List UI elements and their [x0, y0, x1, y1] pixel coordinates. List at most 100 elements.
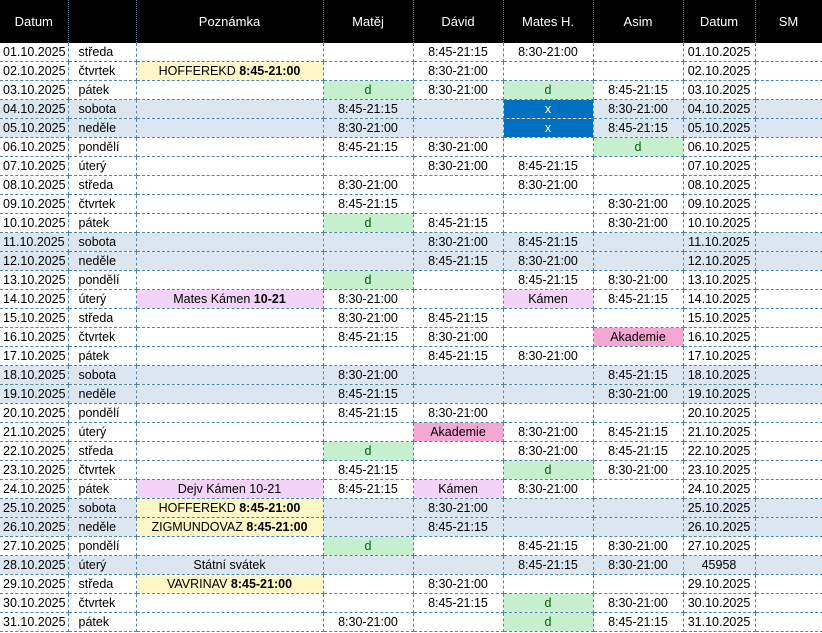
- date-cell[interactable]: 03.10.2025: [0, 80, 69, 100]
- matej-cell[interactable]: 8:30-21:00: [323, 308, 414, 328]
- day-cell[interactable]: středa: [68, 175, 137, 195]
- note-cell[interactable]: [136, 80, 324, 100]
- mates-cell[interactable]: [503, 517, 594, 537]
- note-cell[interactable]: [136, 99, 324, 119]
- date2-cell[interactable]: 19.10.2025: [683, 384, 756, 404]
- day-cell[interactable]: pátek: [68, 80, 137, 100]
- sm-cell[interactable]: [755, 536, 822, 556]
- day-cell[interactable]: neděle: [68, 517, 137, 537]
- sm-cell[interactable]: [755, 574, 822, 594]
- matej-cell[interactable]: [323, 61, 414, 81]
- note-cell[interactable]: [136, 327, 324, 347]
- date-cell[interactable]: 23.10.2025: [0, 460, 69, 480]
- mates-cell[interactable]: 8:30-21:00: [503, 43, 594, 62]
- matej-cell[interactable]: 8:30-21:00: [323, 118, 414, 138]
- date2-cell[interactable]: 08.10.2025: [683, 175, 756, 195]
- david-cell[interactable]: 8:45-21:15: [413, 593, 504, 613]
- david-cell[interactable]: 8:30-21:00: [413, 137, 504, 157]
- sm-cell[interactable]: [755, 479, 822, 499]
- day-cell[interactable]: čtvrtek: [68, 327, 137, 347]
- date2-cell[interactable]: 27.10.2025: [683, 536, 756, 556]
- sm-cell[interactable]: [755, 232, 822, 252]
- day-cell[interactable]: čtvrtek: [68, 460, 137, 480]
- date2-cell[interactable]: 11.10.2025: [683, 232, 756, 252]
- matej-cell[interactable]: 8:45-21:15: [323, 137, 414, 157]
- david-cell[interactable]: 8:30-21:00: [413, 232, 504, 252]
- note-cell[interactable]: [136, 593, 324, 613]
- day-cell[interactable]: pondělí: [68, 137, 137, 157]
- date-cell[interactable]: 17.10.2025: [0, 346, 69, 366]
- mates-cell[interactable]: [503, 213, 594, 233]
- asim-cell[interactable]: 8:30-21:00: [593, 460, 684, 480]
- date-cell[interactable]: 31.10.2025: [0, 612, 69, 632]
- matej-cell[interactable]: [323, 498, 414, 518]
- day-cell[interactable]: neděle: [68, 251, 137, 271]
- date-cell[interactable]: 10.10.2025: [0, 213, 69, 233]
- asim-cell[interactable]: [593, 346, 684, 366]
- asim-cell[interactable]: [593, 403, 684, 423]
- asim-cell[interactable]: [593, 43, 684, 62]
- date2-cell[interactable]: 01.10.2025: [683, 43, 756, 62]
- matej-cell[interactable]: 8:30-21:00: [323, 612, 414, 632]
- asim-cell[interactable]: 8:45-21:15: [593, 441, 684, 461]
- day-cell[interactable]: středa: [68, 574, 137, 594]
- note-cell[interactable]: [136, 270, 324, 290]
- header-day[interactable]: [68, 0, 137, 43]
- matej-cell[interactable]: 8:30-21:00: [323, 175, 414, 195]
- mates-cell[interactable]: [503, 365, 594, 385]
- date-cell[interactable]: 05.10.2025: [0, 118, 69, 138]
- day-cell[interactable]: pátek: [68, 213, 137, 233]
- asim-cell[interactable]: 8:45-21:15: [593, 365, 684, 385]
- david-cell[interactable]: [413, 99, 504, 119]
- day-cell[interactable]: úterý: [68, 555, 137, 575]
- date2-cell[interactable]: 09.10.2025: [683, 194, 756, 214]
- day-cell[interactable]: sobota: [68, 99, 137, 119]
- matej-cell[interactable]: [323, 517, 414, 537]
- david-cell[interactable]: 8:30-21:00: [413, 403, 504, 423]
- sm-cell[interactable]: [755, 80, 822, 100]
- mates-cell[interactable]: [503, 194, 594, 214]
- david-cell[interactable]: [413, 612, 504, 632]
- matej-cell[interactable]: 8:45-21:15: [323, 403, 414, 423]
- asim-cell[interactable]: 8:30-21:00: [593, 384, 684, 404]
- date2-cell[interactable]: 18.10.2025: [683, 365, 756, 385]
- note-cell[interactable]: [136, 232, 324, 252]
- mates-cell[interactable]: 8:30-21:00: [503, 479, 594, 499]
- asim-cell[interactable]: [593, 175, 684, 195]
- day-cell[interactable]: pátek: [68, 479, 137, 499]
- mates-cell[interactable]: [503, 498, 594, 518]
- asim-cell[interactable]: 8:45-21:15: [593, 80, 684, 100]
- date-cell[interactable]: 02.10.2025: [0, 61, 69, 81]
- sm-cell[interactable]: [755, 346, 822, 366]
- david-cell[interactable]: 8:30-21:00: [413, 156, 504, 176]
- david-cell[interactable]: 8:45-21:15: [413, 213, 504, 233]
- date-cell[interactable]: 28.10.2025: [0, 555, 69, 575]
- matej-cell[interactable]: [323, 555, 414, 575]
- date-cell[interactable]: 27.10.2025: [0, 536, 69, 556]
- matej-cell[interactable]: d: [323, 213, 414, 233]
- mates-cell[interactable]: [503, 308, 594, 328]
- date2-cell[interactable]: 13.10.2025: [683, 270, 756, 290]
- note-cell[interactable]: VAVRINAV 8:45-21:00: [136, 574, 324, 594]
- date-cell[interactable]: 04.10.2025: [0, 99, 69, 119]
- matej-cell[interactable]: [323, 251, 414, 271]
- sm-cell[interactable]: [755, 175, 822, 195]
- date2-cell[interactable]: 14.10.2025: [683, 289, 756, 309]
- matej-cell[interactable]: d: [323, 270, 414, 290]
- sm-cell[interactable]: [755, 99, 822, 119]
- david-cell[interactable]: 8:45-21:15: [413, 251, 504, 271]
- date2-cell[interactable]: 26.10.2025: [683, 517, 756, 537]
- sm-cell[interactable]: [755, 137, 822, 157]
- date2-cell[interactable]: 05.10.2025: [683, 118, 756, 138]
- date2-cell[interactable]: 20.10.2025: [683, 403, 756, 423]
- matej-cell[interactable]: 8:45-21:15: [323, 99, 414, 119]
- sm-cell[interactable]: [755, 555, 822, 575]
- david-cell[interactable]: 8:45-21:15: [413, 346, 504, 366]
- david-cell[interactable]: [413, 289, 504, 309]
- asim-cell[interactable]: 8:45-21:15: [593, 422, 684, 442]
- asim-cell[interactable]: [593, 479, 684, 499]
- sm-cell[interactable]: [755, 365, 822, 385]
- sm-cell[interactable]: [755, 251, 822, 271]
- date-cell[interactable]: 08.10.2025: [0, 175, 69, 195]
- matej-cell[interactable]: 8:45-21:15: [323, 460, 414, 480]
